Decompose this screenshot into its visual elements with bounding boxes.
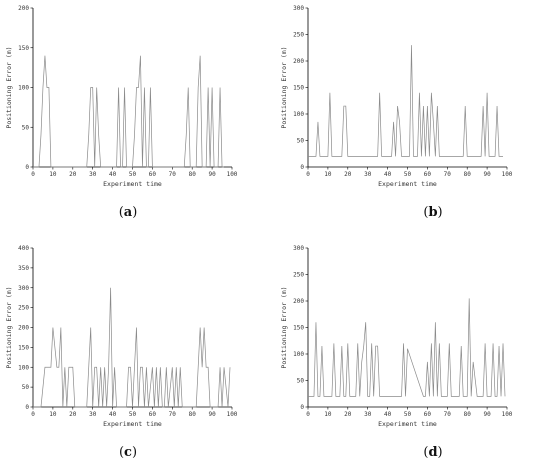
x-tick-label: 50: [404, 171, 412, 178]
caption-b: (b): [423, 205, 443, 220]
y-tick-label: 0: [300, 404, 304, 411]
x-tick-label: 0: [31, 411, 35, 418]
x-tick-label: 40: [109, 411, 117, 418]
x-tick-label: 100: [227, 171, 238, 178]
y-tick-label: 250: [293, 32, 304, 39]
x-tick-label: 30: [364, 411, 372, 418]
y-tick-label: 400: [18, 245, 29, 252]
x-tick-label: 70: [444, 171, 452, 178]
y-tick-label: 0: [300, 164, 304, 171]
y-tick-label: 0: [25, 404, 29, 411]
x-tick-label: 20: [344, 171, 352, 178]
x-tick-label: 70: [169, 411, 177, 418]
y-axis-label: Positioning Error (m): [280, 286, 288, 368]
y-tick-label: 150: [18, 45, 29, 52]
x-tick-label: 100: [502, 411, 513, 418]
x-axis-label: Experiment time: [378, 420, 437, 428]
y-tick-label: 200: [18, 325, 29, 332]
x-tick-label: 40: [384, 411, 392, 418]
y-tick-label: 200: [293, 58, 304, 65]
x-tick-label: 80: [464, 411, 472, 418]
series-line: [33, 55, 225, 168]
series-line: [308, 45, 504, 157]
y-tick-label: 150: [293, 85, 304, 92]
x-tick-label: 10: [49, 171, 57, 178]
x-tick-label: 70: [444, 411, 452, 418]
x-tick-label: 80: [464, 171, 472, 178]
y-tick-label: 0: [25, 164, 29, 171]
y-tick-label: 200: [293, 298, 304, 305]
caption-a: (a): [118, 205, 138, 220]
y-tick-label: 50: [22, 124, 30, 131]
y-tick-label: 350: [18, 265, 29, 272]
y-tick-label: 300: [18, 285, 29, 292]
x-tick-label: 70: [169, 171, 177, 178]
x-tick-label: 100: [502, 171, 513, 178]
x-tick-label: 60: [149, 411, 157, 418]
x-tick-label: 100: [227, 411, 238, 418]
caption-d: (d): [423, 445, 443, 460]
y-tick-label: 250: [18, 305, 29, 312]
x-tick-label: 20: [69, 411, 77, 418]
y-tick-label: 100: [18, 85, 29, 92]
x-tick-label: 30: [89, 411, 97, 418]
y-tick-label: 100: [18, 364, 29, 371]
series-line: [33, 287, 231, 408]
x-tick-label: 20: [344, 411, 352, 418]
y-tick-label: 150: [18, 344, 29, 351]
caption-c: (c): [118, 445, 138, 460]
x-tick-label: 0: [31, 171, 35, 178]
y-tick-label: 300: [293, 245, 304, 252]
x-tick-label: 60: [149, 171, 157, 178]
x-tick-label: 0: [306, 171, 310, 178]
y-tick-label: 100: [293, 351, 304, 358]
y-tick-label: 50: [297, 138, 305, 145]
x-tick-label: 50: [129, 171, 137, 178]
x-tick-label: 30: [89, 171, 97, 178]
x-tick-label: 10: [324, 171, 332, 178]
x-tick-label: 40: [109, 171, 117, 178]
x-tick-label: 30: [364, 171, 372, 178]
x-tick-label: 20: [69, 171, 77, 178]
chart-d: 0 10 20 30 40 50 60 70 80 90 100 0 50 100 150 200 250 300…: [280, 245, 513, 428]
x-tick-label: 40: [384, 171, 392, 178]
y-axis-label: Positioning Error (m): [5, 46, 13, 128]
x-axis-label: Experiment time: [103, 420, 162, 428]
y-tick-label: 200: [18, 5, 29, 12]
x-tick-label: 80: [189, 411, 197, 418]
chart-b: 0 10 20 30 40 50 60 70 80 90 100 0 50 100 150 200 250 300…: [280, 5, 513, 188]
chart-c: 0 10 20 30 40 50 60 70 80 90 100 0 50 100 150 200 250 300…: [5, 245, 238, 428]
x-axis-label: Experiment time: [378, 180, 437, 188]
y-tick-label: 50: [22, 384, 30, 391]
x-axis-label: Experiment time: [103, 180, 162, 188]
x-tick-label: 90: [208, 411, 216, 418]
x-tick-label: 90: [208, 171, 216, 178]
y-tick-label: 250: [293, 272, 304, 279]
x-tick-label: 90: [483, 411, 491, 418]
y-axis-label: Positioning Error (m): [280, 46, 288, 128]
x-tick-label: 10: [324, 411, 332, 418]
y-tick-label: 300: [293, 5, 304, 12]
x-tick-label: 90: [483, 171, 491, 178]
y-tick-label: 50: [297, 378, 305, 385]
y-axis-label: Positioning Error (m): [5, 286, 13, 368]
x-tick-label: 60: [424, 171, 432, 178]
series-line: [308, 298, 506, 397]
x-tick-label: 50: [404, 411, 412, 418]
x-tick-label: 50: [129, 411, 137, 418]
x-tick-label: 60: [424, 411, 432, 418]
x-tick-label: 10: [49, 411, 57, 418]
y-tick-label: 150: [293, 325, 304, 332]
chart-a: 0 10 20 30 40 50 60 70 80 90 100 0 50 100 150 200 Experi…: [5, 5, 238, 188]
y-tick-label: 100: [293, 111, 304, 118]
x-tick-label: 80: [189, 171, 197, 178]
x-tick-label: 0: [306, 411, 310, 418]
